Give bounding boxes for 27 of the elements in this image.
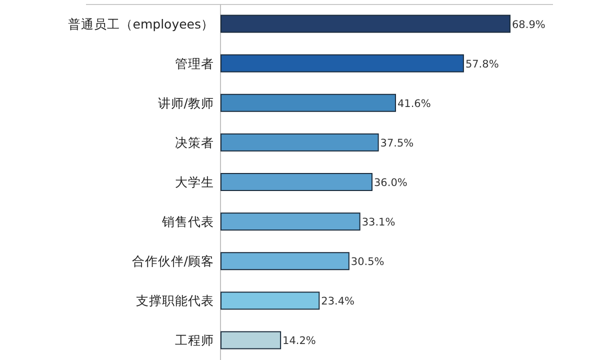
bar [220, 331, 282, 350]
data-label: 14.2% [282, 335, 316, 348]
data-label: 30.5% [350, 256, 384, 268]
y-tick-label: 普通员工（employees） [68, 16, 214, 32]
data-label: 36.0% [374, 177, 408, 189]
bar [220, 94, 396, 112]
data-label: 41.6% [397, 98, 431, 110]
y-tick-label: 大学生 [175, 174, 214, 190]
data-label: 37.5% [380, 137, 414, 150]
bar [220, 54, 464, 72]
bar [220, 292, 320, 310]
data-label: 68.9% [512, 18, 546, 31]
data-label: 23.4% [321, 296, 355, 308]
y-tick-label: 支撑职能代表 [136, 293, 214, 308]
data-label: 33.1% [362, 216, 396, 229]
bar [220, 252, 350, 270]
y-tick-label: 决策者 [175, 134, 214, 150]
y-tick-label: 合作伙伴/顾客 [132, 254, 214, 269]
bar [220, 173, 372, 191]
y-tick-label: 管理者 [175, 56, 214, 71]
y-tick-label: 工程师 [175, 332, 214, 348]
bar [220, 133, 379, 152]
data-label: 57.8% [465, 58, 499, 70]
y-tick-label: 讲师/教师 [158, 95, 214, 110]
bar [220, 14, 510, 33]
y-tick-label: 销售代表 [161, 214, 214, 230]
bar [220, 212, 360, 231]
